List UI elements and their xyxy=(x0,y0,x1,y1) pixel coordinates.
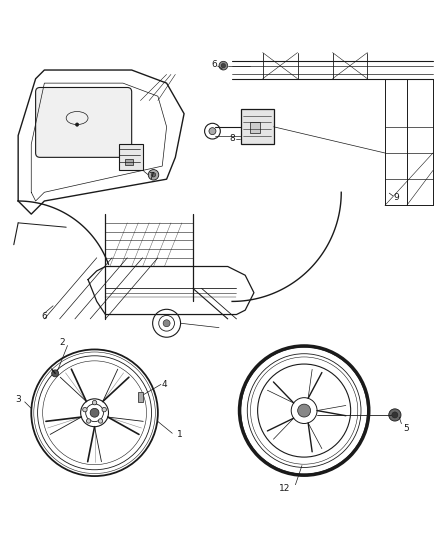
Circle shape xyxy=(92,400,97,405)
Text: 4: 4 xyxy=(162,380,167,389)
Text: 3: 3 xyxy=(15,395,21,404)
Text: 12: 12 xyxy=(279,484,290,493)
Text: 7: 7 xyxy=(148,173,154,182)
Text: 6: 6 xyxy=(42,312,47,321)
Circle shape xyxy=(52,370,59,377)
Circle shape xyxy=(209,128,216,135)
Circle shape xyxy=(83,407,87,412)
Circle shape xyxy=(221,63,226,68)
Circle shape xyxy=(90,408,99,417)
Bar xyxy=(119,144,143,171)
Circle shape xyxy=(163,320,170,327)
Circle shape xyxy=(298,404,311,417)
Circle shape xyxy=(75,123,79,126)
Bar xyxy=(241,109,274,144)
Text: 1: 1 xyxy=(177,430,183,439)
Circle shape xyxy=(148,169,159,180)
Circle shape xyxy=(102,407,106,412)
Text: 2: 2 xyxy=(59,338,65,348)
Circle shape xyxy=(86,419,91,423)
Bar xyxy=(125,159,133,165)
Circle shape xyxy=(98,419,103,423)
Text: 5: 5 xyxy=(403,424,409,433)
Circle shape xyxy=(392,412,398,418)
Text: 8: 8 xyxy=(229,134,235,143)
Bar xyxy=(250,123,261,133)
FancyBboxPatch shape xyxy=(35,87,132,157)
Text: 6: 6 xyxy=(212,60,218,69)
Circle shape xyxy=(219,61,228,70)
Text: 9: 9 xyxy=(393,193,399,202)
Circle shape xyxy=(389,409,401,421)
Bar xyxy=(138,392,144,402)
Circle shape xyxy=(151,173,155,177)
